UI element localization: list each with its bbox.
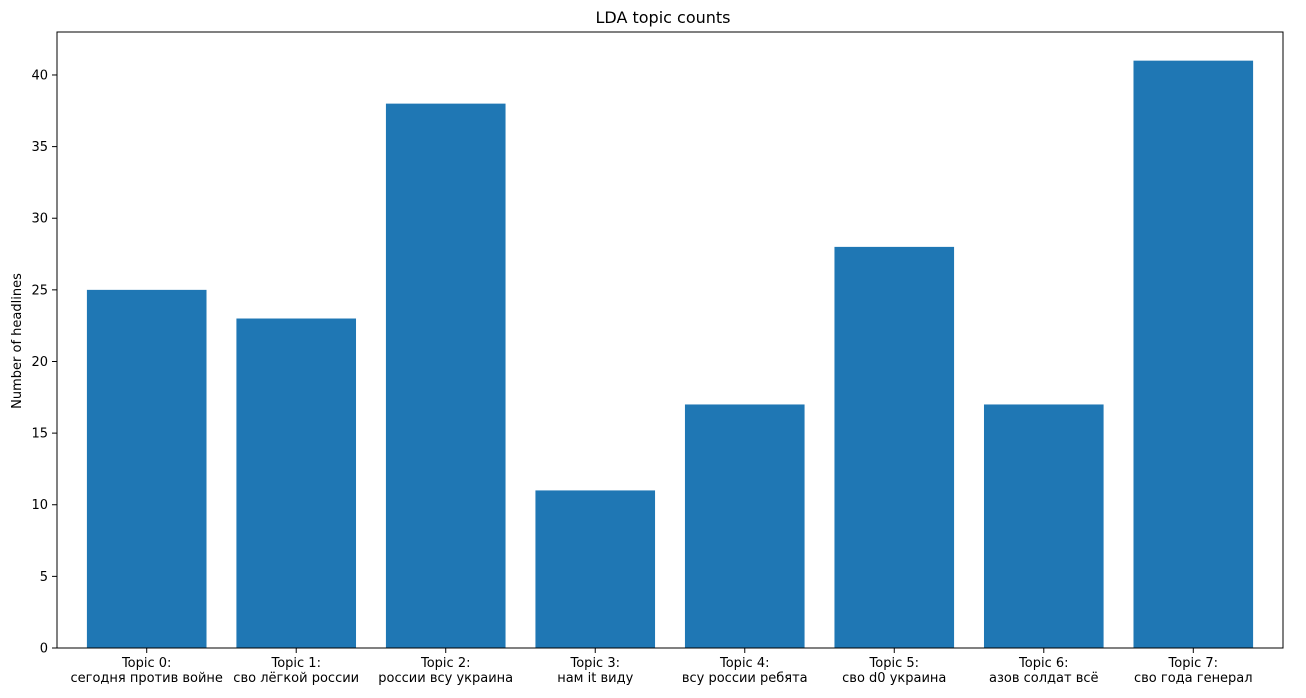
bar xyxy=(684,404,805,648)
y-axis: 0 5 10 15 20 25 30 35 40 xyxy=(31,68,57,657)
bar xyxy=(236,318,357,648)
y-tick-label: 10 xyxy=(31,498,48,513)
plot-frame xyxy=(56,31,1284,649)
y-tick-label: 5 xyxy=(40,570,48,585)
y-tick-label: 15 xyxy=(31,427,48,442)
x-tick-label: Topic 4: всу россии ребята xyxy=(682,656,808,686)
y-tick-label: 25 xyxy=(31,283,48,298)
x-tick-label: Topic 5: сво d0 украина xyxy=(842,656,946,686)
x-tick-label: Topic 1: сво лёгкой россии xyxy=(233,656,359,686)
y-tick-label: 30 xyxy=(31,212,48,227)
y-axis-label: Number of headlines xyxy=(10,273,25,409)
bar xyxy=(86,289,207,648)
bar xyxy=(983,404,1104,648)
y-tick-label: 20 xyxy=(31,355,48,370)
bar xyxy=(385,103,506,648)
x-tick-label: Topic 7: сво года генерал xyxy=(1134,656,1253,686)
y-tick-label: 40 xyxy=(31,68,48,83)
y-tick-label: 35 xyxy=(31,140,48,155)
x-tick-label: Topic 3: нам it виду xyxy=(557,656,633,686)
bar xyxy=(535,490,656,648)
x-tick-label: Topic 6: азов солдат всё xyxy=(989,656,1099,686)
x-tick-label: Topic 2: россии всу украина xyxy=(378,656,513,686)
chart-title: LDA topic counts xyxy=(595,8,730,27)
x-axis: Topic 0: сегодня против войне Topic 1: сво … xyxy=(70,648,1253,686)
bar xyxy=(1133,60,1254,648)
bars-layer xyxy=(86,60,1254,648)
y-tick-label: 0 xyxy=(40,642,48,657)
x-tick-label: Topic 0: сегодня против войне xyxy=(70,656,222,686)
bar xyxy=(834,246,955,648)
